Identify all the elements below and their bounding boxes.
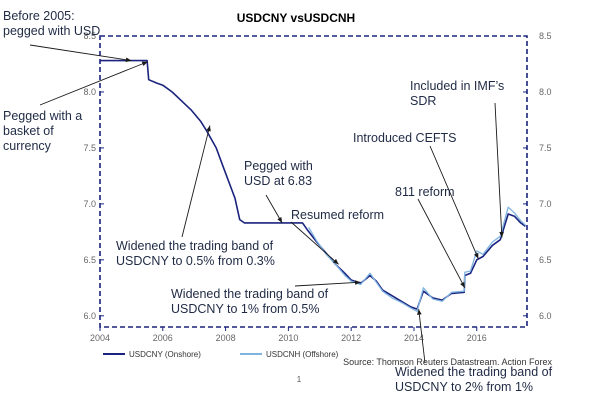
annotation-arrowhead [206, 125, 211, 132]
x-tick-label: 2014 [404, 333, 424, 343]
annotation-text: Widened the trading band of [395, 365, 553, 379]
annotation-arrowhead [460, 281, 465, 288]
annotation-arrowhead [354, 280, 361, 285]
page-number: 1 [297, 375, 302, 384]
series-line-usdcnh-offshore [308, 206, 526, 312]
y-tick-label-left: 6.0 [83, 311, 96, 321]
legend: USDCNY (Onshore) USDCNH (Offshore) [103, 350, 339, 359]
x-tick-label: 2012 [341, 333, 361, 343]
x-tick-label: 2008 [216, 333, 236, 343]
legend-label-onshore: USDCNY (Onshore) [129, 350, 201, 359]
chart-title: USDCNY vsUSDCNH [237, 11, 355, 25]
annotation-text: currency [3, 139, 52, 153]
annotation-arrowhead [125, 57, 132, 63]
axes: 2004 2006 2008 2010 2012 2014 2016 6.0 6.5 7.0 7.5… [83, 31, 551, 343]
x-tick-label: 2010 [278, 333, 298, 343]
series-line-usdcny-onshore [100, 59, 526, 310]
annotation-arrow [39, 61, 148, 106]
annotation-arrowhead [141, 61, 148, 66]
annotation-arrow [29, 44, 132, 62]
annotation-arrow [181, 125, 211, 238]
y-tick-label-left: 8.5 [83, 31, 96, 41]
annotation-arrowhead [417, 309, 422, 315]
y-tick-label-right: 8.5 [539, 31, 552, 41]
y-tick-label-right: 6.0 [539, 311, 552, 321]
annotation-text: SDR [410, 94, 436, 108]
annotation-text: Widened the trading band of [116, 239, 274, 253]
annotation-text: Resumed reform [291, 208, 384, 222]
annotation-text: USDCNY to 2% from 1% [395, 380, 533, 394]
y-tick-label-right: 7.0 [539, 199, 552, 209]
y-tick-label-left: 8.0 [83, 87, 96, 97]
annotation-arrow [494, 102, 503, 238]
annotation-arrow [418, 309, 426, 364]
annotation-text: USDCNY to 1% from 0.5% [171, 302, 319, 316]
legend-label-offshore: USDCNH (Offshore) [266, 350, 339, 359]
annotation-text: basket of [3, 124, 54, 138]
annotation-arrowhead [332, 258, 339, 265]
annotation-text: Included in IMF’s [410, 79, 504, 93]
annotation-arrowhead [474, 252, 479, 259]
y-tick-label-left: 7.5 [83, 143, 96, 153]
y-tick-label-right: 7.5 [539, 143, 552, 153]
source-note: Source: Thomson Reuters Datastream. Acti… [343, 357, 552, 367]
y-tick-label-right: 8.0 [539, 87, 552, 97]
annotation-text: Before 2005: [3, 9, 75, 23]
annotation-text: USDCNY to 0.5% from 0.3% [116, 254, 275, 268]
annotation-text: 811 reform [395, 185, 455, 199]
y-tick-label-left: 6.5 [83, 255, 96, 265]
y-tick-label-right: 6.5 [539, 255, 552, 265]
annotation-text: Pegged with a [3, 109, 82, 123]
x-tick-label: 2016 [467, 333, 487, 343]
plot-frame [99, 35, 528, 328]
annotation-text: Widened the trading band of [171, 287, 329, 301]
annotation-text: USD at 6.83 [244, 174, 312, 188]
annotation-text: Pegged with [244, 159, 313, 173]
annotations: Before 2005:pegged with USD Pegged with a… [3, 9, 553, 394]
annotation-arrowhead [277, 216, 283, 223]
annotation-arrow [294, 281, 361, 287]
annotation-arrow [417, 198, 466, 289]
annotation-arrow [290, 221, 339, 265]
series-layer [100, 59, 526, 312]
x-tick-label: 2004 [90, 333, 110, 343]
annotation-text: Introduced CEFTS [353, 131, 457, 145]
x-tick-label: 2006 [153, 333, 173, 343]
annotation-arrow [429, 145, 479, 259]
y-tick-label-left: 7.0 [83, 199, 96, 209]
annotation-text: pegged with USD [3, 24, 100, 38]
annotation-arrowhead [499, 231, 504, 238]
